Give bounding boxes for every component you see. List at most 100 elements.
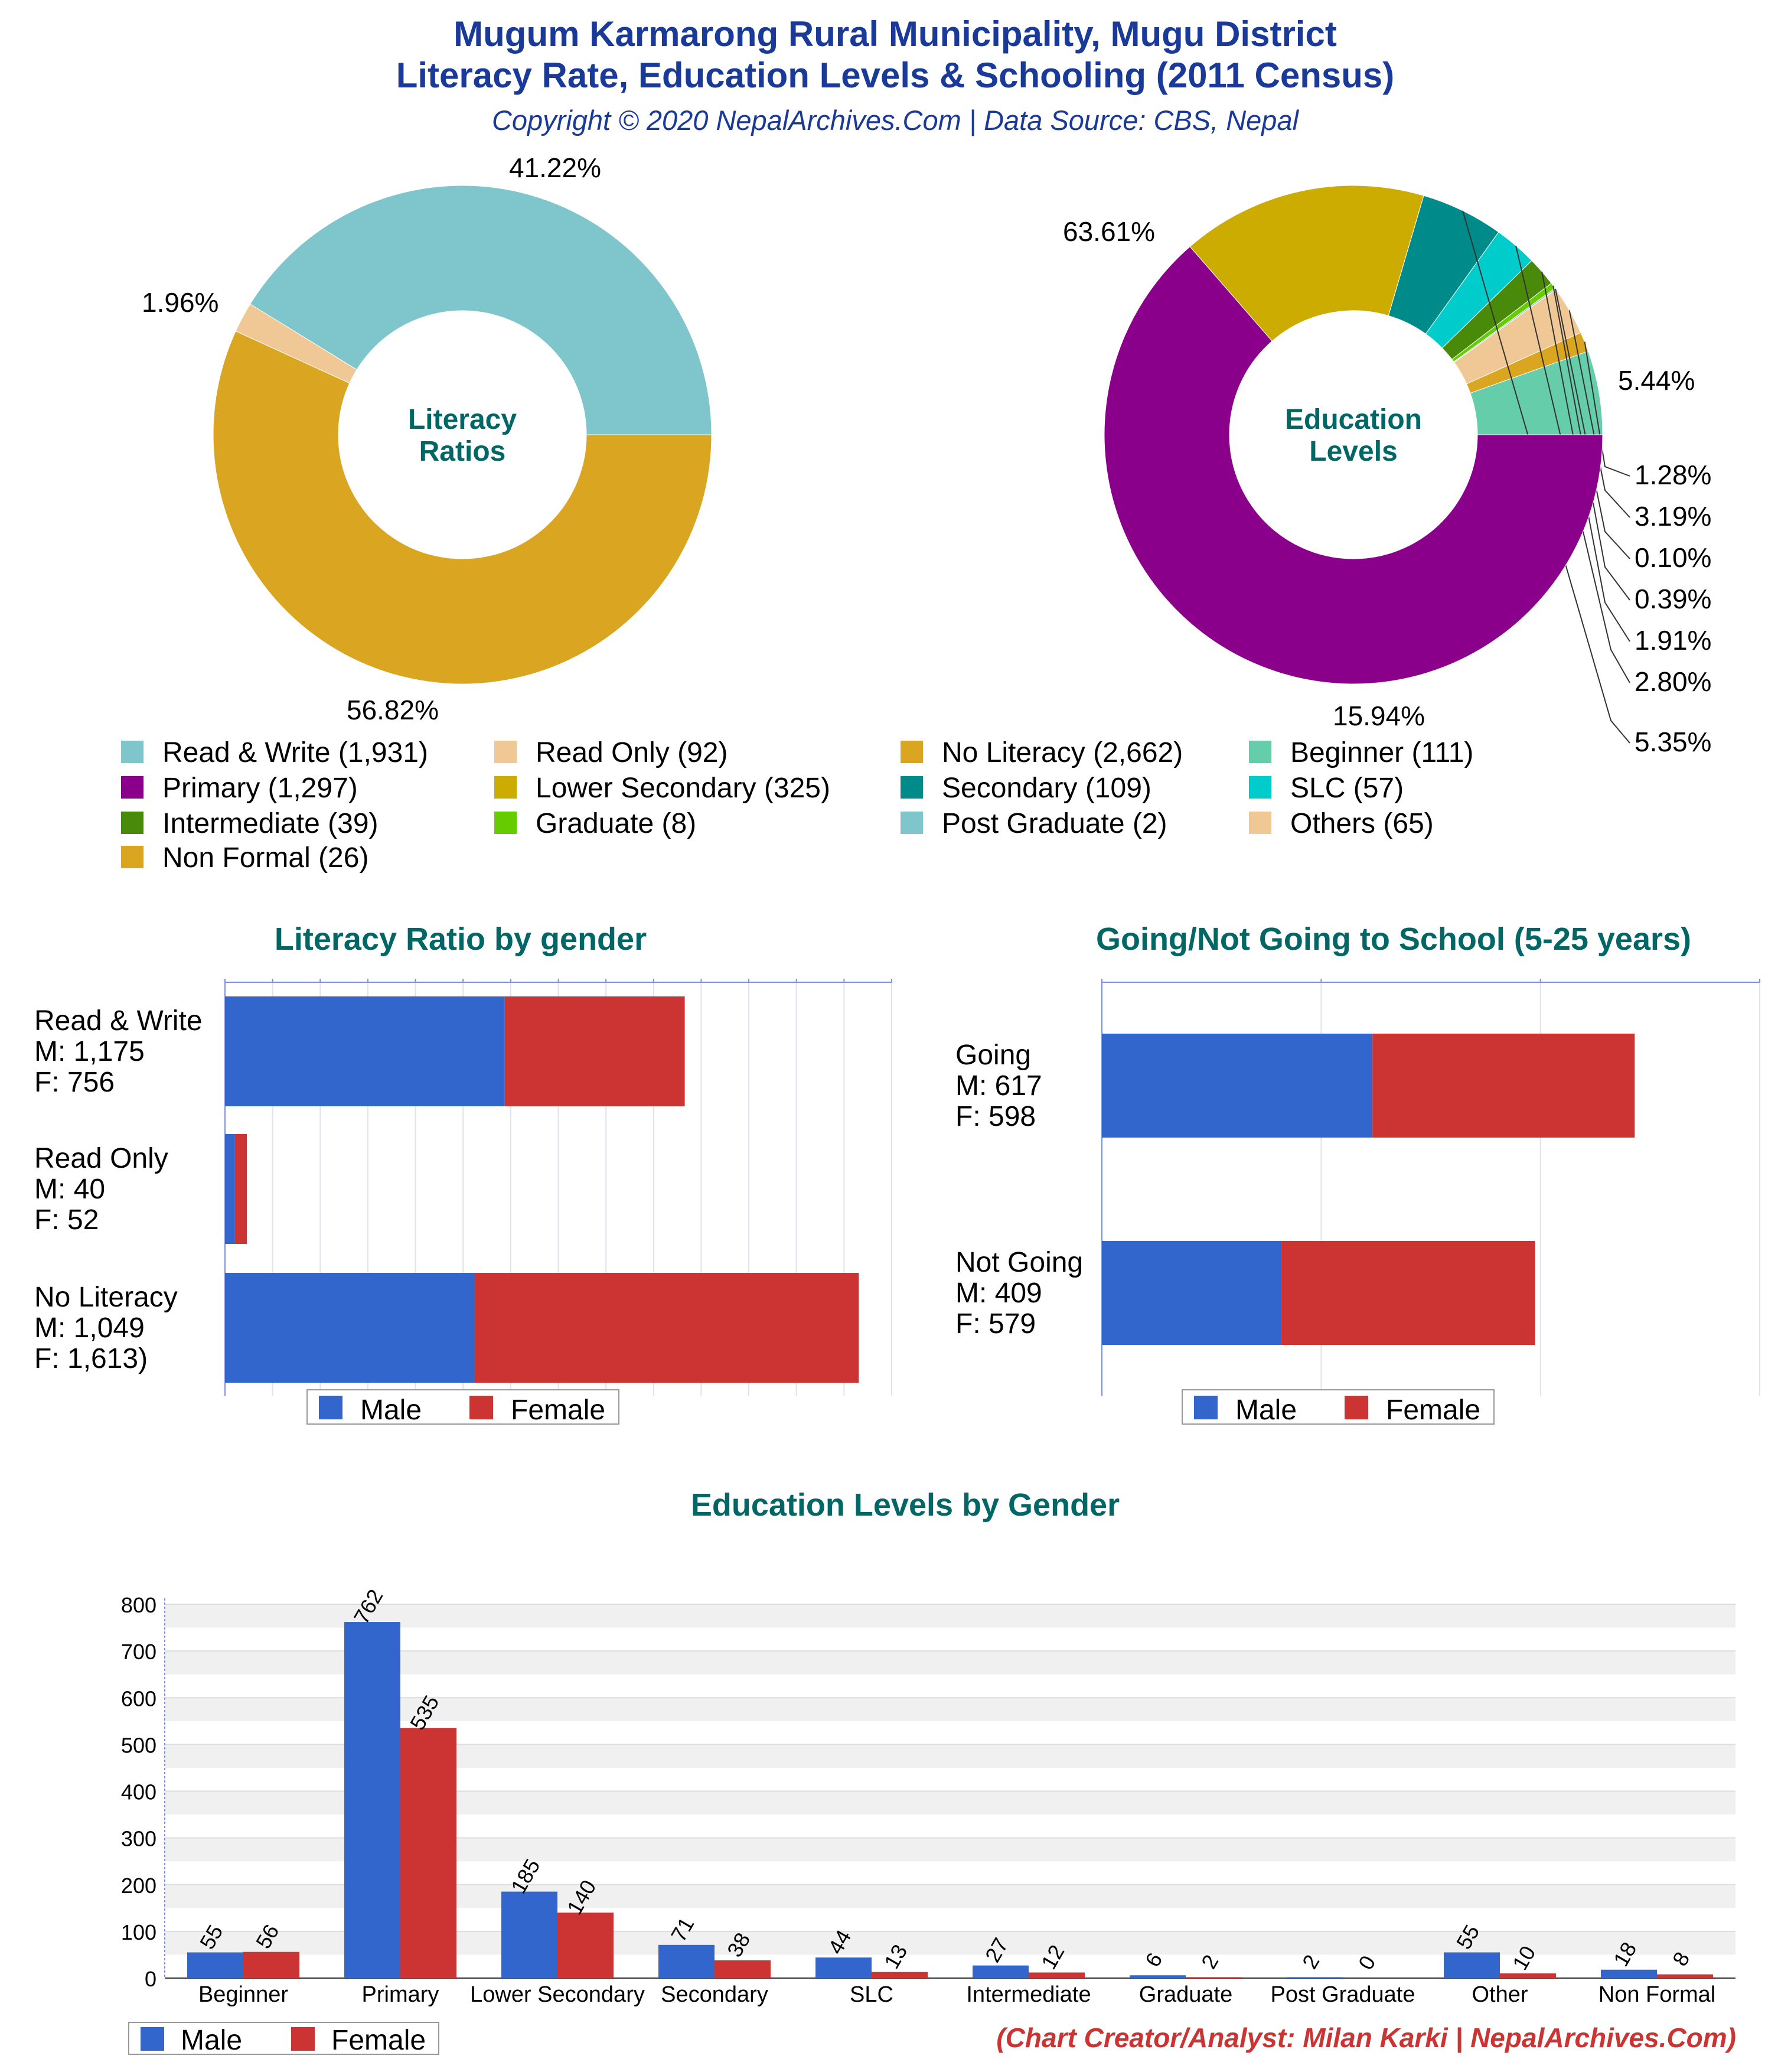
school-going-bar-male-1 [1102,1241,1281,1345]
donut-education-center-label-1: Education [1285,404,1422,435]
edu-gender-category-2: Lower Secondary [470,1982,645,2007]
school-going-legend-swatch-1 [1345,1396,1368,1419]
edu-gender-ytick-6: 600 [121,1686,156,1711]
legend-swatch-9 [494,812,517,834]
edu-gender-band [165,1651,1735,1674]
literacy-gender-category-label-0-1: M: 1,175 [34,1036,145,1067]
school-going-category-label-0-0: Going [955,1040,1031,1071]
legend-swatch-7 [1249,776,1271,799]
literacy-gender-category-label-0-0: Read & Write [34,1005,203,1037]
edu-gender-category-4: SLC [850,1982,893,2007]
literacy-gender-legend-box [306,1389,619,1425]
credit-text: (Chart Creator/Analyst: Milan Karki | Ne… [996,2022,1736,2053]
legend-item-10: Post Graduate (2) [942,808,1167,839]
donut-education-pct-label-9: 63.61% [1063,216,1155,247]
edu-gender-legend-swatch-1 [291,2027,315,2051]
edu-gender-category-0: Beginner [198,1982,288,2007]
edu-gender-ytick-1: 100 [121,1920,156,1944]
edu-gender-bar-male-9 [1601,1969,1657,1978]
donut-literacy-pct-label-0: 41.22% [509,152,601,183]
literacy-gender-category-label-0-2: F: 756 [34,1067,115,1098]
donut-education-pct-label-8: 15.94% [1333,701,1425,731]
legend-swatch-11 [1249,812,1271,834]
school-going-category-label-0-1: M: 617 [955,1070,1042,1102]
edu-gender-bar-female-6 [1186,1977,1242,1978]
subtitle: Copyright © 2020 NepalArchives.Com | Dat… [492,105,1300,136]
literacy-gender-category-label-1-1: M: 40 [34,1174,105,1205]
donut-education-pct-label-5: 1.91% [1635,625,1711,656]
donut-education-leader-6 [1515,245,1630,683]
literacy-gender-legend-swatch-1 [469,1396,493,1419]
literacy-gender-title: Literacy Ratio by gender [275,921,647,957]
literacy-gender-legend-female: Female [511,1395,605,1426]
literacy-gender-bar-female-0 [504,996,685,1106]
edu-gender-value-female-2: 140 [562,1876,601,1919]
legend-item-7: SLC (57) [1290,773,1404,804]
donut-education-pct-label-7: 5.35% [1635,726,1711,757]
legend-item-5: Lower Secondary (325) [536,773,830,804]
legend-item-11: Others (65) [1290,808,1434,839]
edu-gender-category-9: Non Formal [1598,1982,1716,2007]
edu-gender-bar-male-6 [1130,1975,1186,1978]
donut-education-center-label-2: Levels [1309,436,1397,467]
donut-literacy-center-label-1: Literacy [408,404,517,435]
literacy-gender-category-label-2-0: No Literacy [34,1282,178,1313]
donut-education-slice-9 [1104,246,1603,685]
donut-education-slice-8 [1189,185,1424,342]
donut-education-pct-label-1: 1.28% [1635,460,1711,490]
edu-gender-ytick-5: 500 [121,1733,156,1757]
school-going-category-label-0-2: F: 598 [955,1101,1036,1132]
donut-education-leader-4 [1552,285,1630,601]
literacy-gender-bar-female-1 [234,1134,247,1244]
literacy-gender-category-label-2-2: F: 1,613) [34,1343,148,1374]
legend-item-9: Graduate (8) [536,808,696,839]
edu-gender-bar-female-0 [243,1952,299,1978]
literacy-gender-bar-male-1 [225,1134,235,1244]
edu-gender-ytick-4: 400 [121,1780,156,1804]
legend-swatch-10 [901,812,923,834]
edu-gender-category-1: Primary [362,1982,439,2007]
donut-education-pct-label-6: 2.80% [1635,666,1711,697]
donut-education-pct-label-3: 0.10% [1635,542,1711,573]
donut-literacy-pct-label-2: 56.82% [347,695,439,725]
edu-gender-bar-female-2 [557,1913,614,1978]
legend-swatch-3 [1249,741,1271,763]
school-going-bar-female-0 [1372,1034,1635,1138]
literacy-gender-bar-male-2 [225,1273,475,1383]
edu-gender-bar-male-2 [501,1891,557,1978]
title-line-2: Literacy Rate, Education Levels & School… [396,56,1395,95]
edu-gender-bar-male-4 [815,1957,872,1978]
edu-gender-bar-female-1 [400,1728,456,1978]
literacy-gender-category-label-1-2: F: 52 [34,1204,99,1236]
school-going-category-label-1-1: M: 409 [955,1278,1042,1309]
donut-education-leader-7 [1462,210,1630,744]
literacy-gender-legend-swatch-0 [319,1396,342,1419]
edu-gender-ytick-8: 800 [121,1593,156,1617]
edu-gender-bar-female-4 [872,1972,928,1978]
edu-gender-bar-female-3 [715,1960,771,1978]
legend-item-8: Intermediate (39) [162,808,379,839]
donut-education-leader-2 [1568,310,1630,518]
edu-gender-band [165,1698,1735,1721]
school-going-bar-male-0 [1102,1034,1373,1138]
literacy-gender-category-label-1-0: Read Only [34,1143,168,1174]
school-going-title: Going/Not Going to School (5-25 years) [1096,921,1691,957]
donut-literacy-center-label-2: Ratios [419,436,506,467]
donut-literacy-pct-label-1: 1.96% [142,287,218,318]
edu-gender-value-female-7: 0 [1353,1952,1381,1974]
edu-gender-legend-male: Male [181,2025,242,2056]
legend-swatch-8 [121,812,143,834]
title-line-1: Mugum Karmarong Rural Municipality, Mugu… [454,14,1337,54]
edu-gender-ytick-2: 200 [121,1874,156,1898]
edu-gender-legend-box [128,2022,439,2055]
legend-item-6: Secondary (109) [942,773,1151,804]
school-going-legend-box [1182,1389,1495,1425]
edu-gender-category-7: Post Graduate [1270,1982,1415,2007]
edu-gender-bar-female-5 [1029,1972,1085,1978]
donut-education-leader-3 [1555,288,1630,559]
edu-gender-legend-female: Female [331,2025,426,2056]
donut-education-leader-1 [1584,341,1630,477]
legend-swatch-12 [121,846,143,868]
